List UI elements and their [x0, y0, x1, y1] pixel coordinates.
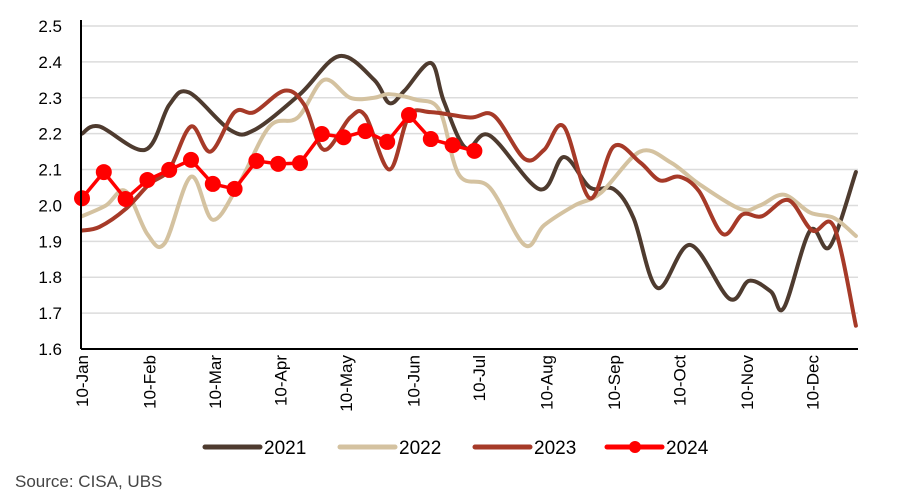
x-tick-label: 10-Nov: [738, 355, 757, 410]
y-tick-label: 2.1: [38, 161, 62, 180]
x-tick-label: 10-Jan: [73, 355, 92, 407]
x-tick-label: 10-Jul: [470, 355, 489, 401]
y-tick-label: 1.9: [38, 232, 62, 251]
series-line-2021: [80, 54, 858, 313]
data-point-2024: [183, 151, 199, 168]
data-point-2024: [204, 175, 221, 192]
legend-item-2022: 2022: [337, 438, 441, 459]
data-point-2024: [335, 129, 352, 146]
y-tick-label: 1.6: [38, 340, 62, 359]
legend-item-2024: 2024: [604, 438, 709, 459]
series-2023: [80, 88, 858, 328]
data-point-2024: [95, 164, 112, 181]
data-point-2024: [357, 123, 374, 140]
data-point-2024: [139, 171, 156, 188]
legend-marker-2024: [629, 441, 641, 453]
data-point-2024: [270, 155, 287, 172]
x-tick-label: 10-Mar: [206, 355, 225, 409]
data-point-2024: [379, 133, 396, 150]
series-line-2022: [80, 77, 858, 249]
y-tick-label: 1.7: [38, 304, 62, 323]
y-tick-label: 2.2: [38, 125, 62, 144]
y-tick-label: 1.8: [38, 268, 62, 287]
data-point-2024: [444, 137, 461, 154]
y-axis-ticks: 1.6 1.7 1.8 1.9 2.0 2.1 2.2 2.3 2.4 2.5: [38, 17, 62, 359]
x-axis-ticks: 10-Jan 10-Feb 10-Mar 10-Apr 10-May 10-Jun 10-J…: [73, 355, 822, 412]
legend-item-2023: 2023: [472, 438, 576, 459]
x-tick-label: 10-Sep: [605, 355, 624, 410]
x-tick-label: 10-Oct: [670, 355, 689, 406]
data-point-2024: [161, 161, 178, 178]
y-tick-label: 2.5: [38, 17, 62, 36]
x-tick-label: 10-Apr: [271, 355, 290, 406]
gridlines: [82, 25, 858, 314]
series-2022: [80, 77, 858, 249]
legend-item-2021: 2021: [202, 438, 306, 459]
data-point-2024: [117, 190, 134, 207]
series-2024: [74, 107, 483, 207]
y-tick-label: 2.0: [38, 196, 62, 215]
legend-label: 2021: [264, 438, 306, 459]
x-tick-label: 10-Dec: [803, 355, 822, 410]
data-point-2024: [466, 142, 483, 159]
data-point-2024: [248, 152, 265, 169]
legend-label: 2024: [666, 438, 709, 459]
x-tick-label: 10-Jun: [404, 355, 423, 407]
x-tick-label: 10-Feb: [141, 355, 160, 409]
legend-label: 2023: [534, 438, 576, 459]
data-point-2024: [313, 126, 330, 143]
series-lines: [74, 54, 858, 328]
series-2021: [80, 54, 858, 313]
source-note: Source: CISA, UBS: [15, 472, 162, 491]
data-point-2024: [292, 155, 308, 172]
data-point-2024: [422, 131, 439, 148]
y-tick-label: 2.3: [38, 89, 62, 108]
data-point-2024: [226, 180, 243, 197]
x-tick-label: 10-May: [337, 355, 356, 412]
y-tick-label: 2.4: [38, 53, 62, 72]
series-line-2023: [80, 88, 858, 328]
legend: 2021 2022 2023 2024: [202, 438, 709, 459]
data-point-2024: [401, 107, 417, 124]
x-tick-label: 10-Aug: [537, 355, 556, 410]
legend-label: 2022: [399, 438, 441, 459]
